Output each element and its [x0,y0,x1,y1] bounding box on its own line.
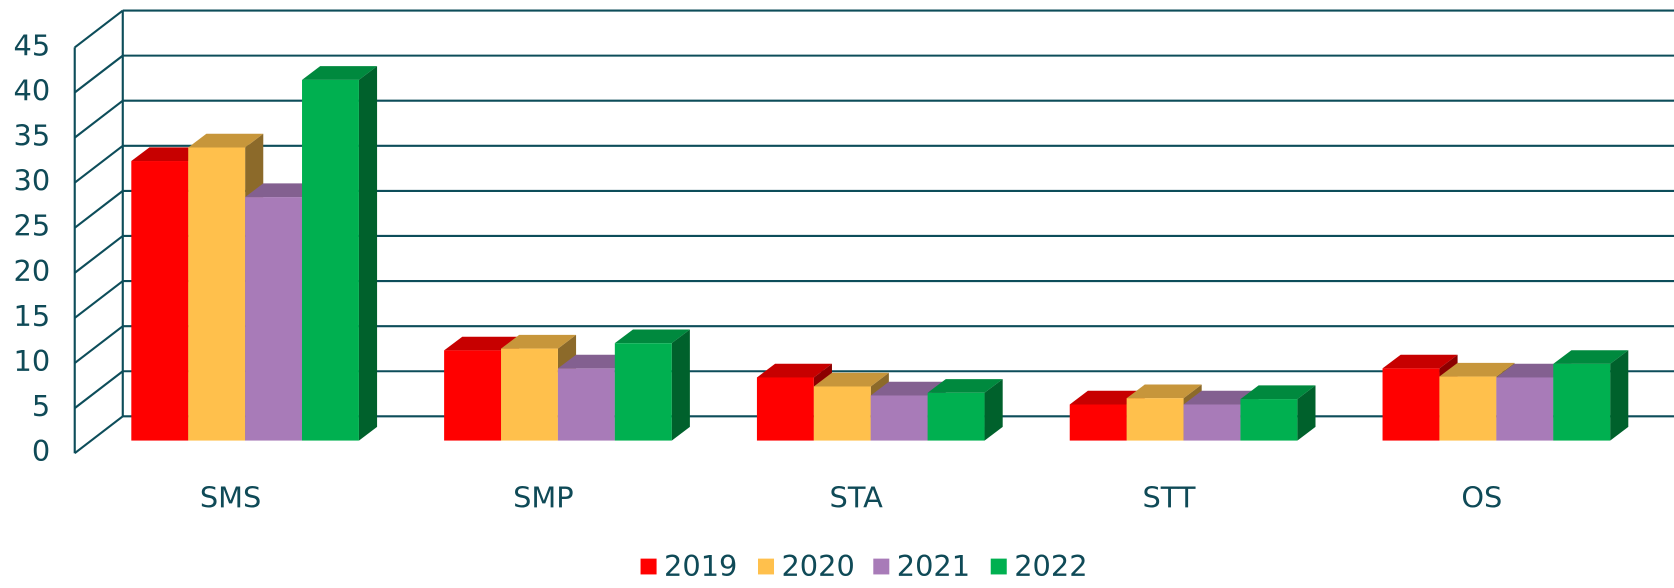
bar-side [671,329,690,441]
grid-diagonal [74,415,124,455]
bar-top [444,336,520,351]
grid-diagonal [74,99,124,139]
bar [1553,363,1611,441]
grid-diagonal [74,235,124,274]
bar-top [1496,363,1572,378]
grid-diagonal [74,54,124,94]
bar-side [1297,385,1316,441]
bar-side [1610,350,1629,441]
bar [501,348,558,441]
y-tick-label: 5 [32,389,50,423]
x-tick-label: OS [1461,481,1502,515]
bar-top [927,379,1003,393]
y-tick-label: 25 [14,209,51,243]
y-tick-label: 40 [14,74,51,108]
y-tick-label: 45 [14,29,51,63]
legend-label: 2020 [781,549,854,583]
grid-diagonal [74,280,124,319]
bar-top [1240,385,1316,400]
bar-top [1382,354,1458,369]
bar-side [358,66,378,441]
y-tick-label: 10 [14,344,51,378]
legend-swatch [757,558,775,575]
bar [1439,376,1497,441]
x-tick-label: SMS [200,481,261,515]
bar [302,79,359,441]
y-tick-label: 15 [14,299,51,333]
bar-top [614,329,690,344]
grid-diagonal [74,9,124,49]
bar [1382,368,1440,441]
x-tick-label: SMP [513,481,574,515]
bar-top [302,66,378,80]
bar [870,395,928,441]
bar-top [245,183,321,198]
y-tick-label: 0 [32,434,50,468]
bar [557,368,615,441]
bar-top [870,381,946,396]
grid-diagonal [74,370,124,409]
bar [1496,377,1554,441]
bar-top [557,354,633,369]
legend-swatch [873,558,890,575]
legend-swatch [990,558,1007,575]
bar [614,343,672,441]
bar [188,147,246,441]
bar-top [131,147,207,162]
bar-top [1553,350,1629,364]
bar [245,197,303,441]
bar [1069,404,1127,441]
y-tick-label: 35 [14,119,51,153]
bar [1240,399,1298,441]
bar [1126,398,1184,441]
bar-top [1126,384,1202,399]
bar [444,350,502,441]
bar-top [1069,390,1145,405]
bar [1183,404,1241,441]
bar [813,386,871,441]
bar-top [188,133,264,148]
bar [131,161,189,441]
legend-label: 2019 [664,549,737,583]
bar [927,392,985,441]
x-tick-label: STA [830,481,884,515]
bar-top [501,334,577,349]
y-tick-label: 30 [14,164,51,198]
grid-diagonal [74,325,124,364]
bar [756,377,814,441]
bar-top [813,372,889,387]
bar-top [1439,362,1515,377]
legend-swatch [640,558,657,575]
grid-diagonal [74,190,124,229]
legend-label: 2022 [1014,549,1087,583]
bar-top [1183,390,1259,405]
bar-top [756,363,832,378]
y-tick-label: 20 [14,254,51,288]
bar-side [984,379,1003,441]
x-tick-label: STT [1143,481,1196,515]
grid-diagonal [74,144,124,184]
plot-area: 0 5 10 15 20 25 30 35 40 45 SMS SMP STA STT OS 2019 2020… [14,9,1674,583]
legend-label: 2021 [897,549,970,583]
